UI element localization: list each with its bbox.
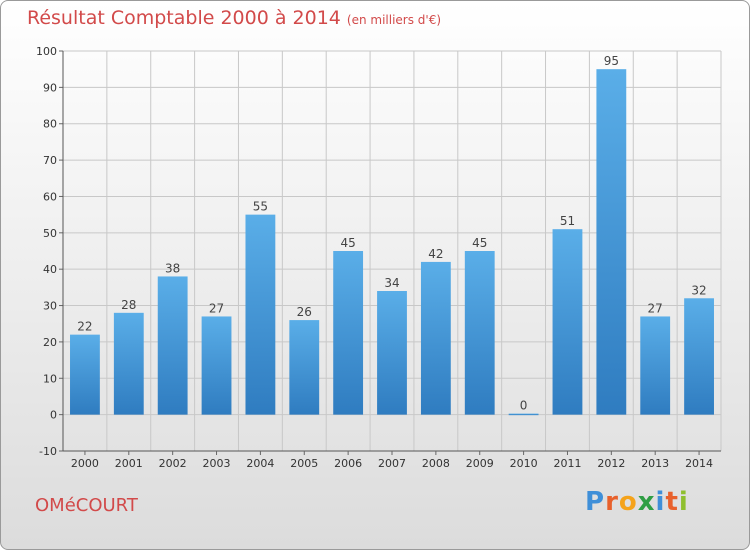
- logo-letter: i: [678, 487, 689, 517]
- logo-letter: x: [637, 487, 656, 517]
- chart-subtitle: (en milliers d'€): [346, 13, 442, 27]
- x-tick-label: 2004: [246, 457, 274, 470]
- bar: [464, 251, 495, 415]
- data-label: 22: [77, 320, 92, 334]
- y-tick-label: 60: [43, 190, 57, 203]
- bar: [684, 298, 714, 415]
- y-tick-label: 90: [43, 81, 57, 94]
- x-tick-label: 2007: [378, 457, 406, 470]
- data-label: 38: [165, 261, 180, 275]
- bar: [377, 291, 407, 415]
- y-tick-label: 10: [43, 372, 57, 385]
- data-label: 28: [121, 298, 136, 312]
- y-tick-label: -10: [39, 445, 57, 458]
- data-label: 26: [297, 305, 312, 319]
- bar: [552, 229, 583, 415]
- x-tick-label: 2000: [71, 457, 99, 470]
- axes: -10 0 10 20 30 40 50 60 70 80 90 100 2000 2001 2002 200…: [36, 45, 721, 470]
- bar: [157, 276, 188, 415]
- y-tick-label: 30: [43, 300, 57, 313]
- data-label: 34: [384, 276, 399, 290]
- x-tick-label: 2001: [115, 457, 143, 470]
- x-tick-label: 2006: [334, 457, 362, 470]
- data-labels: 22 28 38 27 55 26 45 34 42 45 0 51 95 27 32: [77, 54, 706, 412]
- data-label: 0: [520, 399, 528, 413]
- bars: [70, 69, 714, 416]
- bar: [596, 69, 627, 415]
- x-tick-label: 2010: [510, 457, 538, 470]
- title-text: Résultat Comptable 2000 à 2014: [27, 7, 341, 29]
- y-tick-label: 80: [43, 118, 57, 131]
- x-tick-label: 2005: [290, 457, 318, 470]
- bar: [420, 261, 451, 415]
- bar: [640, 316, 671, 415]
- y-tick-label: 20: [43, 336, 57, 349]
- y-tick-label: 40: [43, 263, 57, 276]
- x-tick-label: 2002: [159, 457, 187, 470]
- x-tick-label: 2013: [641, 457, 669, 470]
- x-tick-label: 2012: [597, 457, 625, 470]
- bar: [333, 251, 364, 415]
- y-tick-label: 70: [43, 154, 57, 167]
- commune-name: OMéCOURT: [35, 495, 138, 516]
- logo-letter: o: [618, 487, 638, 517]
- proxiti-logo: Proxiti: [585, 487, 689, 517]
- x-tick-label: 2014: [685, 457, 713, 470]
- data-label: 42: [428, 247, 443, 261]
- bar: [113, 312, 144, 415]
- bar: [508, 413, 539, 416]
- data-label: 45: [340, 236, 355, 250]
- data-label: 95: [604, 54, 619, 68]
- logo-letter: P: [585, 487, 606, 517]
- x-tick-label: 2011: [553, 457, 581, 470]
- x-tick-label: 2009: [466, 457, 494, 470]
- chart-title: Résultat Comptable 2000 à 2014 (en millie…: [27, 7, 441, 29]
- bar: [289, 320, 320, 415]
- data-label: 27: [209, 301, 224, 315]
- x-tick-label: 2003: [203, 457, 231, 470]
- data-label: 55: [253, 200, 268, 214]
- logo-letter: t: [665, 487, 679, 517]
- data-label: 51: [560, 214, 575, 228]
- logo-letter: r: [605, 487, 619, 517]
- y-tick-label: 0: [50, 409, 57, 422]
- bar: [201, 316, 232, 415]
- data-label: 45: [472, 236, 487, 250]
- data-label: 27: [648, 301, 663, 315]
- y-tick-label: 50: [43, 227, 57, 240]
- x-tick-label: 2008: [422, 457, 450, 470]
- bar: [70, 334, 100, 415]
- bar: [245, 214, 276, 415]
- logo-letter: i: [655, 487, 666, 517]
- y-tick-label: 100: [36, 45, 57, 58]
- data-label: 32: [691, 283, 706, 297]
